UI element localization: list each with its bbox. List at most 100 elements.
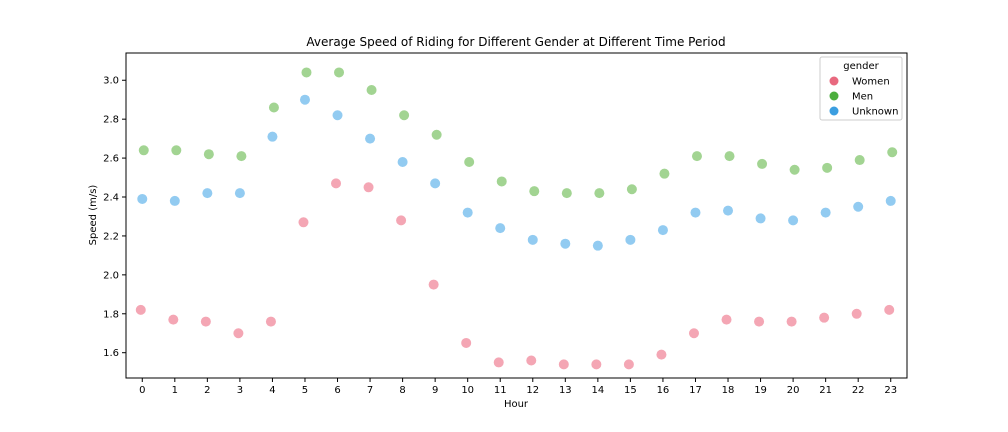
x-tick-label-18: 18 [722,385,735,396]
point-women-hour-0 [135,304,146,315]
point-unknown-hour-23 [885,195,896,206]
y-tick-label-2.0: 2.0 [103,270,119,281]
x-tick-label-9: 9 [432,385,438,396]
point-unknown-hour-12 [527,234,538,245]
y-tick-label-1.8: 1.8 [103,309,119,320]
point-men-hour-0 [138,145,149,156]
point-women-hour-4 [265,316,276,327]
legend-label-women: Women [852,77,890,88]
x-tick-label-15: 15 [624,385,637,396]
point-men-hour-15 [626,184,637,195]
point-men-hour-22 [854,155,865,166]
point-women-hour-3 [233,328,244,339]
x-tick-label-1: 1 [172,385,178,396]
point-unknown-hour-2 [202,188,213,199]
point-women-hour-14 [591,359,602,370]
chart-title: Average Speed of Riding for Different Ge… [306,35,725,49]
y-tick-label-2.8: 2.8 [103,115,119,126]
y-tick-label-2.4: 2.4 [103,193,119,204]
x-tick-label-21: 21 [819,385,832,396]
point-unknown-hour-4 [267,131,278,142]
point-men-hour-11 [496,176,507,187]
point-men-hour-1 [171,145,182,156]
point-men-hour-19 [757,158,768,169]
point-unknown-hour-0 [137,193,148,204]
y-tick-label-3.0: 3.0 [103,76,119,87]
point-men-hour-23 [887,147,898,158]
point-men-hour-14 [594,188,605,199]
point-women-hour-13 [558,359,569,370]
point-unknown-hour-19 [755,213,766,224]
point-women-hour-18 [721,314,732,325]
point-unknown-hour-7 [365,133,376,144]
x-axis-label: Hour [504,399,529,410]
plot-frame [125,52,908,379]
point-men-hour-18 [724,151,735,162]
point-women-hour-11 [493,357,504,368]
x-tick-label-3: 3 [237,385,243,396]
legend-label-unknown: Unknown [852,107,898,118]
point-women-hour-1 [168,314,179,325]
point-men-hour-16 [659,168,670,179]
point-women-hour-10 [461,337,472,348]
legend-marker-unknown [829,106,839,116]
point-unknown-hour-6 [332,110,343,121]
point-women-hour-17 [688,328,699,339]
point-women-hour-2 [200,316,211,327]
point-unknown-hour-14 [592,240,603,251]
point-unknown-hour-9 [430,178,441,189]
x-tick-label-8: 8 [399,385,405,396]
point-men-hour-5 [301,67,312,78]
x-tick-label-2: 2 [204,385,210,396]
y-axis: 1.6 1.8 2.0 2.2 2.4 2.6 2.8 3.0 [103,76,126,359]
point-unknown-hour-18 [723,205,734,216]
point-men-hour-10 [464,156,475,167]
point-unknown-hour-22 [853,201,864,212]
x-tick-label-17: 17 [689,385,702,396]
point-unknown-hour-11 [495,223,506,234]
legend-frame [819,56,903,121]
x-axis: 0 1 2 3 4 5 6 7 8 9 10 11 12 13 14 15 16 17 18 19 20 21 22 23 [139,378,897,396]
x-tick-label-10: 10 [461,385,474,396]
y-tick-label-2.6: 2.6 [103,154,119,165]
y-tick-label-1.6: 1.6 [103,348,119,359]
x-tick-label-20: 20 [787,385,800,396]
point-men-hour-9 [431,129,442,140]
y-tick-label-2.2: 2.2 [103,231,119,242]
point-women-hour-15 [623,359,634,370]
point-men-hour-8 [399,110,410,121]
point-men-hour-4 [268,102,279,113]
x-tick-label-0: 0 [139,385,145,396]
point-women-hour-20 [786,316,797,327]
point-unknown-hour-13 [560,238,571,249]
x-tick-label-7: 7 [367,385,373,396]
point-women-hour-9 [428,279,439,290]
plot-area [125,52,908,379]
point-men-hour-17 [691,151,702,162]
point-women-hour-7 [363,182,374,193]
point-unknown-hour-5 [299,94,310,105]
point-women-hour-19 [754,316,765,327]
point-unknown-hour-20 [788,215,799,226]
point-unknown-hour-3 [234,188,245,199]
x-tick-label-16: 16 [657,385,670,396]
legend-marker-women [829,76,839,86]
point-unknown-hour-17 [690,207,701,218]
data-points [135,67,898,370]
x-tick-label-4: 4 [269,385,275,396]
legend-title: gender [843,61,879,72]
x-tick-label-13: 13 [559,385,572,396]
y-axis-label: Speed (m/s) [88,185,99,246]
legend-items: Women Men Unknown [829,76,898,118]
point-women-hour-21 [819,312,830,323]
x-tick-label-6: 6 [334,385,340,396]
x-tick-label-23: 23 [884,385,897,396]
point-unknown-hour-15 [625,234,636,245]
point-men-hour-12 [529,186,540,197]
point-men-hour-6 [334,67,345,78]
point-women-hour-6 [331,178,342,189]
x-tick-label-22: 22 [852,385,865,396]
x-tick-label-19: 19 [754,385,767,396]
point-unknown-hour-8 [397,156,408,167]
